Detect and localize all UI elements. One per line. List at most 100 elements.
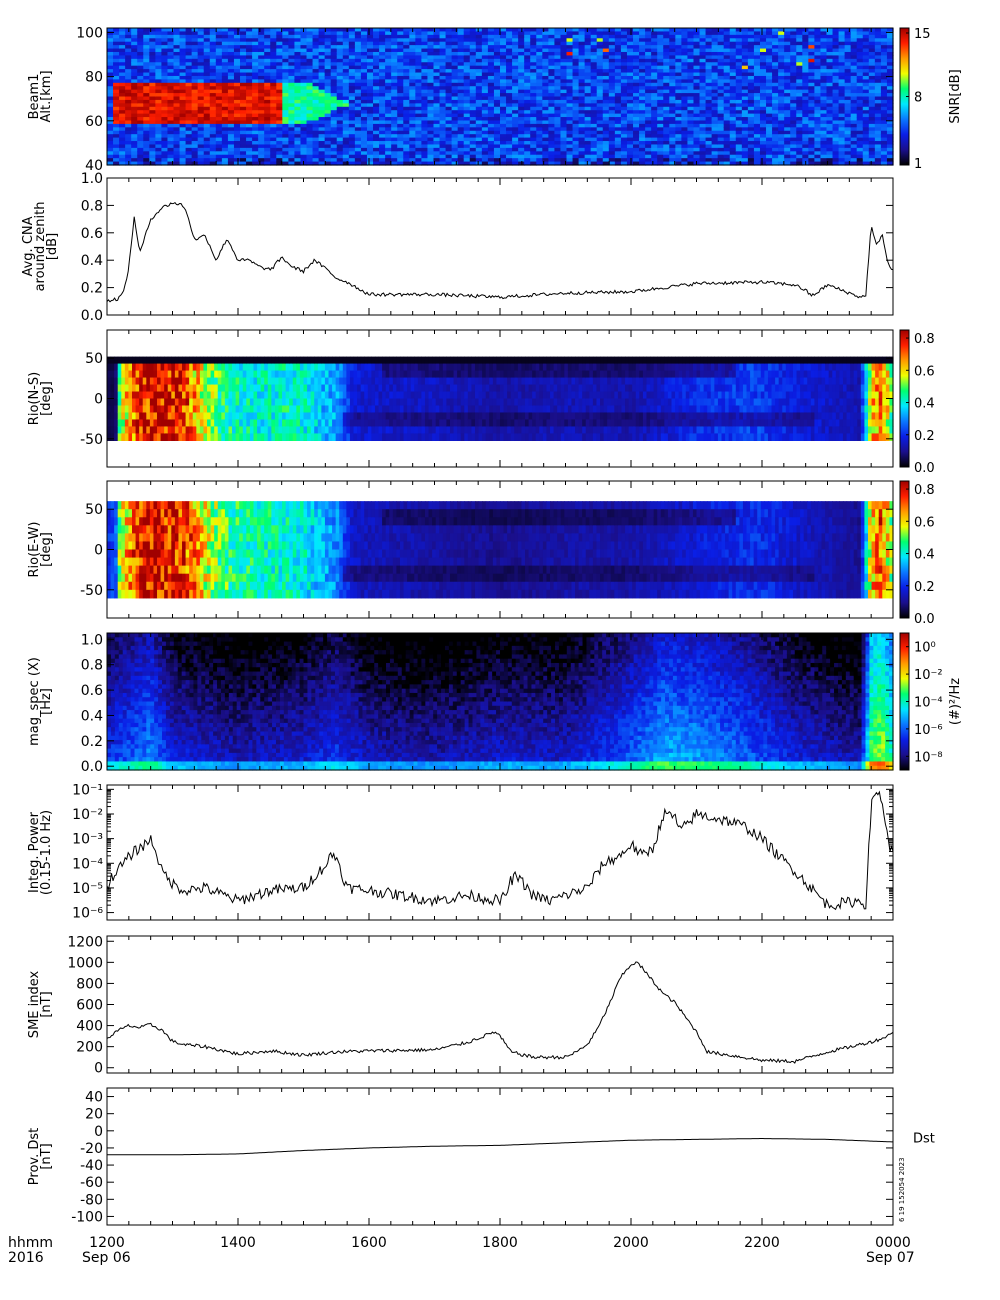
heatmap-cell — [264, 107, 271, 111]
heatmap-cell — [391, 151, 398, 155]
heatmap-cell — [464, 62, 471, 66]
heatmap-cell — [409, 114, 416, 118]
heatmap-cell — [155, 93, 162, 97]
heatmap-cell — [621, 55, 628, 59]
heatmap-cell — [216, 28, 223, 32]
heatmap-cell — [294, 124, 301, 128]
heatmap-cell — [391, 73, 398, 77]
heatmap-cell — [373, 117, 380, 121]
heatmap-cell — [772, 86, 779, 90]
heatmap-cell — [675, 141, 682, 145]
heatmap-cell — [724, 45, 731, 49]
heatmap-cell — [246, 83, 253, 87]
heatmap-cell — [645, 100, 652, 104]
heatmap-cell — [712, 42, 719, 46]
heatmap-cell — [228, 93, 235, 97]
heatmap-cell — [186, 49, 193, 53]
heatmap-cell — [784, 107, 791, 111]
heatmap-cell — [161, 79, 168, 83]
heatmap-cell — [675, 90, 682, 94]
heatmap-cell — [724, 97, 731, 101]
heatmap-cell — [712, 76, 719, 80]
heatmap-cell — [621, 134, 628, 138]
heatmap-cell — [615, 141, 622, 145]
heatmap-cell — [506, 86, 513, 90]
heatmap-cell — [639, 141, 646, 145]
heatmap-cell — [500, 69, 507, 73]
heatmap-cell — [234, 100, 241, 104]
heatmap-cell — [693, 97, 700, 101]
heatmap-cell — [482, 69, 489, 73]
heatmap-cell — [361, 42, 368, 46]
heatmap-cell — [228, 55, 235, 59]
heatmap-cell — [452, 49, 459, 53]
heatmap-cell — [337, 52, 344, 56]
heatmap-cell — [234, 120, 241, 124]
heatmap-cell — [167, 93, 174, 97]
heatmap-cell — [524, 117, 531, 121]
heatmap-cell — [579, 155, 586, 159]
heatmap-cell — [645, 28, 652, 32]
heatmap-cell — [482, 141, 489, 145]
heatmap-cell — [706, 117, 713, 121]
heatmap-cell — [500, 114, 507, 118]
heatmap-cell — [706, 59, 713, 63]
heatmap-cell — [458, 97, 465, 101]
heatmap-cell — [651, 103, 658, 107]
heatmap-cell — [548, 124, 555, 128]
heatmap-cell — [591, 62, 598, 66]
heatmap-cell — [500, 134, 507, 138]
heatmap-cell — [839, 100, 846, 104]
heatmap-cell — [512, 55, 519, 59]
heatmap-cell — [458, 138, 465, 142]
heatmap-cell — [657, 158, 664, 162]
heatmap-cell — [167, 141, 174, 145]
heatmap-cell — [391, 69, 398, 73]
heatmap-cell — [282, 138, 289, 142]
heatmap-cell — [222, 52, 229, 56]
heatmap-cell — [228, 141, 235, 145]
heatmap-cell — [772, 31, 779, 35]
heatmap-cell — [433, 52, 440, 56]
heatmap-cell — [391, 28, 398, 32]
heatmap-cell — [440, 28, 447, 32]
heatmap-cell — [349, 31, 356, 35]
heatmap-cell — [857, 45, 864, 49]
heatmap-cell — [518, 90, 525, 94]
heatmap-cell — [603, 117, 610, 121]
heatmap-cell — [361, 55, 368, 59]
heatmap-cell — [282, 28, 289, 32]
heatmap-cell — [742, 62, 749, 66]
heatmap-cell — [246, 55, 253, 59]
heatmap-cell — [300, 42, 307, 46]
heatmap-cell — [161, 38, 168, 42]
heatmap-cell — [591, 114, 598, 118]
heatmap-cell — [161, 114, 168, 118]
heatmap-cell — [663, 93, 670, 97]
heatmap-cell — [851, 83, 858, 87]
heatmap-cell — [161, 144, 168, 148]
heatmap-cell — [754, 38, 761, 42]
heatmap-cell — [270, 76, 277, 80]
heatmap-cell — [149, 59, 156, 63]
heatmap-cell — [167, 42, 174, 46]
heatmap-cell — [766, 114, 773, 118]
heatmap-cell — [693, 66, 700, 70]
heatmap-cell — [464, 31, 471, 35]
heatmap-cell — [845, 97, 852, 101]
heatmap-cell — [645, 134, 652, 138]
heatmap-cell — [778, 49, 785, 53]
heatmap-cell — [603, 55, 610, 59]
heatmap-cell — [820, 90, 827, 94]
heatmap-cell — [415, 55, 422, 59]
heatmap-cell — [820, 42, 827, 46]
heatmap-cell — [113, 86, 120, 90]
heatmap-cell — [470, 35, 477, 39]
heatmap-cell — [379, 83, 386, 87]
heatmap-cell — [814, 86, 821, 90]
heatmap-cell — [669, 42, 676, 46]
heatmap-cell — [204, 103, 211, 107]
heatmap-cell — [113, 103, 120, 107]
heatmap-cell — [264, 83, 271, 87]
heatmap-cell — [155, 76, 162, 80]
